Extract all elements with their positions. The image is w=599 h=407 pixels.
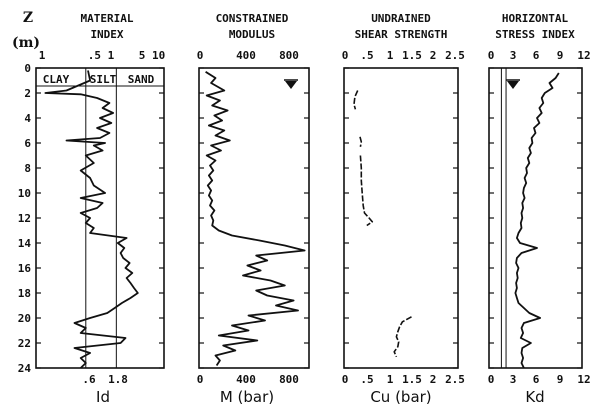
depth-tick-label: 16 <box>18 262 32 275</box>
water-table-marker <box>285 81 297 89</box>
panel-kd-top-tick: 9 <box>557 49 564 62</box>
panel-m-bottom-tick: 0 <box>197 373 204 386</box>
panel-kd-top-tick: 12 <box>577 49 590 62</box>
panel-cu-title-line2: SHEAR STRENGTH <box>355 28 448 41</box>
panel-cu-top-tick: 1 <box>387 49 394 62</box>
panel-id-title-line1: MATERIAL <box>81 12 134 25</box>
depth-tick-label: 18 <box>18 287 31 300</box>
series-line <box>353 90 359 110</box>
zone-label-silt: SILT <box>90 73 117 86</box>
depth-tick-label: 22 <box>18 337 31 350</box>
panel-cu-bottom-tick: 1 <box>387 373 394 386</box>
panel-cu-top-tick: 2.5 <box>445 49 465 62</box>
panel-id-top-tick: 5 10 <box>139 49 166 62</box>
panel-id-xlabel: Id <box>96 388 110 406</box>
depth-tick-label: 2 <box>24 87 31 100</box>
panel-m-xlabel: M (bar) <box>220 388 274 406</box>
water-table-marker <box>507 81 519 89</box>
panel-cu-bottom-tick: 2.5 <box>445 373 465 386</box>
series-line <box>359 155 374 227</box>
panel-cu-title-line1: UNDRAINED <box>371 12 431 25</box>
series-line <box>359 136 363 147</box>
depth-tick-label: 6 <box>24 137 31 150</box>
depth-tick-label: 12 <box>18 212 31 225</box>
panel-kd-bottom-tick: 0 <box>488 373 495 386</box>
depth-tick-label: 4 <box>24 112 31 125</box>
panel-kd-top-tick: 3 <box>510 49 517 62</box>
panel-kd-xlabel: Kd <box>525 388 544 406</box>
panel-id-bottom-tick: 1.8 <box>108 373 128 386</box>
series-line <box>514 72 560 369</box>
panel-id-top-tick: .5 1 <box>88 49 115 62</box>
series-line <box>44 70 139 369</box>
panel-id-top-tick: 1 <box>39 49 46 62</box>
panel-m-bottom-tick: 800 <box>279 373 299 386</box>
panel-id-bottom-tick: .6 <box>82 373 96 386</box>
panel-cu-bottom-tick: 2 <box>430 373 437 386</box>
panel-m-bottom-tick: 400 <box>236 373 256 386</box>
panel-cu-top-tick: 0 <box>342 49 349 62</box>
depth-axis-label: Z <box>23 10 33 26</box>
panel-kd-bottom-tick: 12 <box>577 373 590 386</box>
depth-tick-label: 0 <box>24 62 31 75</box>
panel-cu-top-tick: .5 <box>360 49 373 62</box>
panel-kd-top-tick: 0 <box>488 49 495 62</box>
panel-m-top-tick: 0 <box>197 49 204 62</box>
panel-kd-bottom-tick: 9 <box>557 373 564 386</box>
depth-axis-unit: (m) <box>12 35 40 51</box>
panel-cu-xlabel: Cu (bar) <box>370 388 431 406</box>
depth-tick-label: 24 <box>18 362 32 375</box>
depth-tick-label: 14 <box>18 237 32 250</box>
plot-area <box>35 67 583 369</box>
panel-id-title-line2: INDEX <box>90 28 123 41</box>
panel-frame <box>488 67 583 369</box>
depth-tick-label: 10 <box>18 187 31 200</box>
panel-cu-bottom-tick: 1.5 <box>402 373 422 386</box>
zone-label-clay: CLAY <box>43 73 70 86</box>
panel-kd-bottom-tick: 3 <box>510 373 517 386</box>
depth-tick-label: 8 <box>24 162 31 175</box>
panel-cu-bottom-tick: .5 <box>360 373 373 386</box>
panel-kd-title-line1: HORIZONTAL <box>502 12 569 25</box>
panel-kd-title-line2: STRESS INDEX <box>495 28 575 41</box>
series-line <box>393 316 412 358</box>
depth-tick-label: 20 <box>18 312 31 325</box>
panel-kd-top-tick: 6 <box>533 49 540 62</box>
panel-m-top-tick: 800 <box>279 49 299 62</box>
panel-m-top-tick: 400 <box>236 49 256 62</box>
zone-label-sand: SAND <box>128 73 155 86</box>
panel-cu-top-tick: 1.5 <box>402 49 422 62</box>
panel-m-title-line2: MODULUS <box>229 28 275 41</box>
panel-cu-top-tick: 2 <box>430 49 437 62</box>
panel-m-title-line1: CONSTRAINED <box>216 12 289 25</box>
series-line <box>205 71 306 366</box>
panel-frame <box>35 67 165 369</box>
panel-kd-bottom-tick: 6 <box>533 373 540 386</box>
panel-cu-bottom-tick: 0 <box>342 373 349 386</box>
